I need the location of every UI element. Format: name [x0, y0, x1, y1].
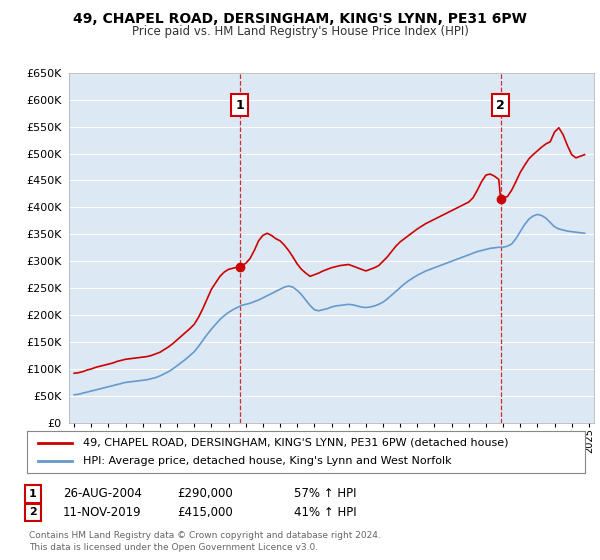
Text: Contains HM Land Registry data © Crown copyright and database right 2024.
This d: Contains HM Land Registry data © Crown c…: [29, 531, 380, 552]
Text: Price paid vs. HM Land Registry's House Price Index (HPI): Price paid vs. HM Land Registry's House …: [131, 25, 469, 38]
Text: 11-NOV-2019: 11-NOV-2019: [63, 506, 142, 519]
Text: 49, CHAPEL ROAD, DERSINGHAM, KING'S LYNN, PE31 6PW (detached house): 49, CHAPEL ROAD, DERSINGHAM, KING'S LYNN…: [83, 438, 508, 448]
Text: 57% ↑ HPI: 57% ↑ HPI: [294, 487, 356, 501]
Text: 2: 2: [496, 99, 505, 111]
Text: HPI: Average price, detached house, King's Lynn and West Norfolk: HPI: Average price, detached house, King…: [83, 456, 451, 466]
Text: 1: 1: [235, 99, 244, 111]
Text: 1: 1: [29, 489, 37, 499]
Text: £290,000: £290,000: [177, 487, 233, 501]
Text: 2: 2: [29, 507, 37, 517]
Text: 26-AUG-2004: 26-AUG-2004: [63, 487, 142, 501]
Text: £415,000: £415,000: [177, 506, 233, 519]
Text: 49, CHAPEL ROAD, DERSINGHAM, KING'S LYNN, PE31 6PW: 49, CHAPEL ROAD, DERSINGHAM, KING'S LYNN…: [73, 12, 527, 26]
Text: 41% ↑ HPI: 41% ↑ HPI: [294, 506, 356, 519]
